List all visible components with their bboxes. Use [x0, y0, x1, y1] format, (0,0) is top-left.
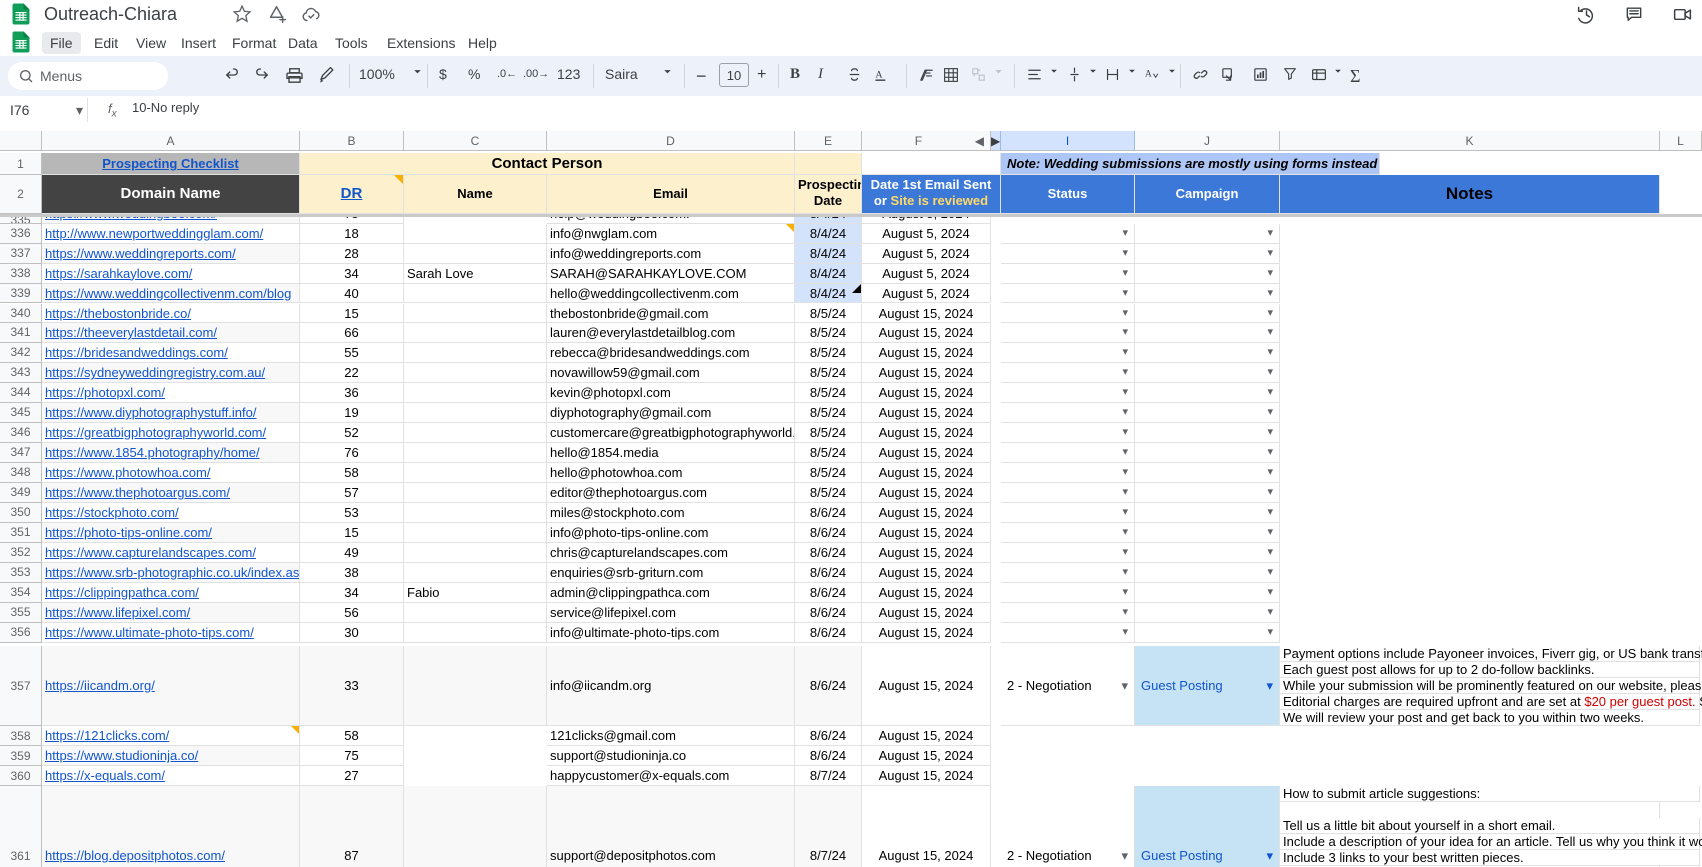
- svg-text:A: A: [875, 69, 883, 80]
- svg-text:A: A: [1145, 70, 1152, 80]
